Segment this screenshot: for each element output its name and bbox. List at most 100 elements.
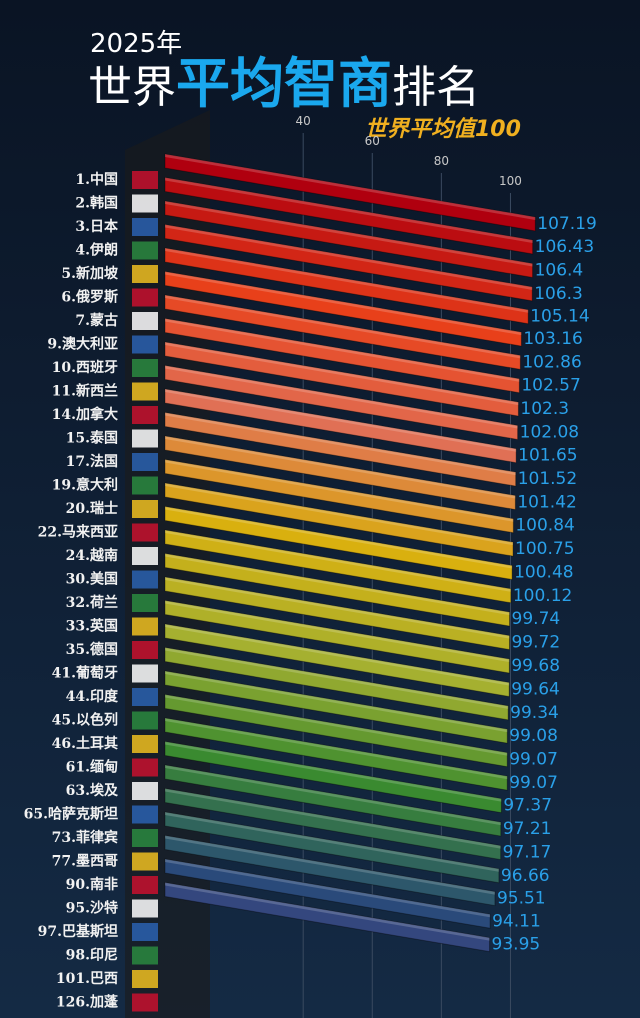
x-tick-label: 60 bbox=[365, 134, 380, 148]
flag bbox=[132, 382, 158, 401]
bar-top bbox=[165, 389, 517, 452]
category-label: 7.蒙古 bbox=[75, 312, 118, 329]
bar-top bbox=[165, 201, 533, 267]
flag bbox=[132, 265, 158, 283]
bar-top bbox=[165, 671, 508, 733]
value-label: 99.68 bbox=[511, 656, 560, 676]
bar bbox=[164, 599, 510, 674]
value-label: 100.48 bbox=[514, 563, 573, 583]
flag bbox=[132, 359, 158, 377]
title-year: 2025年 bbox=[90, 29, 182, 59]
bar bbox=[164, 740, 502, 814]
flag bbox=[132, 782, 158, 800]
bar-top bbox=[165, 412, 516, 476]
value-label: 99.72 bbox=[511, 633, 560, 653]
flag bbox=[132, 829, 158, 847]
flag bbox=[132, 241, 158, 260]
value-label: 97.17 bbox=[503, 843, 552, 863]
category-label: 77.墨西哥 bbox=[52, 854, 118, 870]
flag bbox=[132, 735, 158, 753]
bar-top bbox=[165, 694, 508, 756]
bar-top bbox=[165, 835, 495, 895]
flag bbox=[132, 876, 158, 894]
value-label: 95.51 bbox=[497, 889, 546, 909]
category-label: 73.菲律宾 bbox=[52, 829, 118, 846]
bar bbox=[164, 458, 514, 534]
category-label: 15.泰国 bbox=[66, 430, 118, 447]
category-label: 63.埃及 bbox=[66, 782, 119, 799]
flag bbox=[132, 218, 158, 236]
bar bbox=[164, 411, 517, 487]
value-label: 105.14 bbox=[530, 307, 589, 327]
flag bbox=[132, 993, 158, 1012]
flag bbox=[132, 335, 158, 354]
value-label: 100.12 bbox=[513, 586, 572, 606]
bar bbox=[164, 364, 519, 441]
bar-top bbox=[165, 248, 529, 313]
bar bbox=[164, 646, 509, 721]
bar-top bbox=[165, 859, 491, 918]
flag bbox=[132, 594, 158, 612]
bar-top bbox=[165, 365, 518, 429]
bar bbox=[164, 693, 508, 768]
flag bbox=[132, 970, 158, 988]
category-label: 33.英国 bbox=[66, 618, 118, 635]
bar bbox=[164, 176, 534, 255]
category-label: 6.俄罗斯 bbox=[61, 289, 118, 306]
bar-top bbox=[165, 224, 533, 290]
flag bbox=[132, 641, 158, 659]
bar-top bbox=[165, 506, 513, 569]
flag bbox=[132, 194, 158, 213]
flag bbox=[132, 617, 158, 636]
category-label: 19.意大利 bbox=[52, 477, 118, 494]
bar-top bbox=[165, 154, 536, 220]
bar bbox=[164, 247, 529, 325]
x-tick-label: 100 bbox=[499, 174, 522, 188]
bar-top bbox=[165, 812, 499, 872]
flag bbox=[132, 429, 158, 448]
category-label: 11.新西兰 bbox=[52, 383, 118, 400]
bar bbox=[164, 388, 517, 464]
category-label: 32.荷兰 bbox=[66, 594, 118, 611]
category-label: 90.南非 bbox=[66, 876, 118, 893]
value-label: 99.34 bbox=[510, 703, 559, 723]
category-label: 17.法国 bbox=[66, 453, 118, 470]
value-label: 99.07 bbox=[509, 750, 558, 770]
bar bbox=[164, 670, 508, 744]
flag bbox=[132, 758, 158, 777]
bar bbox=[164, 834, 496, 907]
flag bbox=[132, 570, 158, 589]
value-label: 101.65 bbox=[518, 446, 577, 466]
bar bbox=[164, 717, 508, 791]
category-label: 35.德国 bbox=[66, 641, 118, 658]
category-label: 5.新加坡 bbox=[61, 265, 119, 282]
category-label: 44.印度 bbox=[66, 688, 119, 705]
value-label: 99.08 bbox=[509, 726, 558, 746]
bar-top bbox=[165, 318, 520, 382]
flag bbox=[132, 406, 158, 424]
flag bbox=[132, 547, 158, 565]
flag bbox=[132, 688, 158, 706]
x-tick-label: 80 bbox=[434, 154, 449, 168]
x-tick-label: 40 bbox=[296, 114, 311, 128]
flag bbox=[132, 899, 158, 918]
category-label: 2.韩国 bbox=[75, 195, 118, 212]
category-label: 10.西班牙 bbox=[52, 359, 118, 376]
bar-top bbox=[165, 718, 508, 780]
bar bbox=[164, 881, 491, 953]
bar-top bbox=[165, 647, 509, 709]
value-label: 99.07 bbox=[509, 773, 558, 793]
bar-top bbox=[165, 295, 521, 359]
category-label: 3.日本 bbox=[75, 218, 119, 235]
bar bbox=[164, 811, 500, 884]
bar bbox=[164, 505, 513, 581]
value-label: 102.08 bbox=[520, 422, 579, 442]
value-label: 103.16 bbox=[523, 329, 582, 349]
value-label: 94.11 bbox=[492, 911, 541, 931]
value-label: 96.66 bbox=[501, 866, 550, 886]
category-label: 4.伊朗 bbox=[75, 242, 118, 259]
value-label: 106.4 bbox=[535, 260, 584, 280]
value-label: 102.57 bbox=[521, 376, 580, 396]
value-label: 93.95 bbox=[492, 935, 541, 955]
